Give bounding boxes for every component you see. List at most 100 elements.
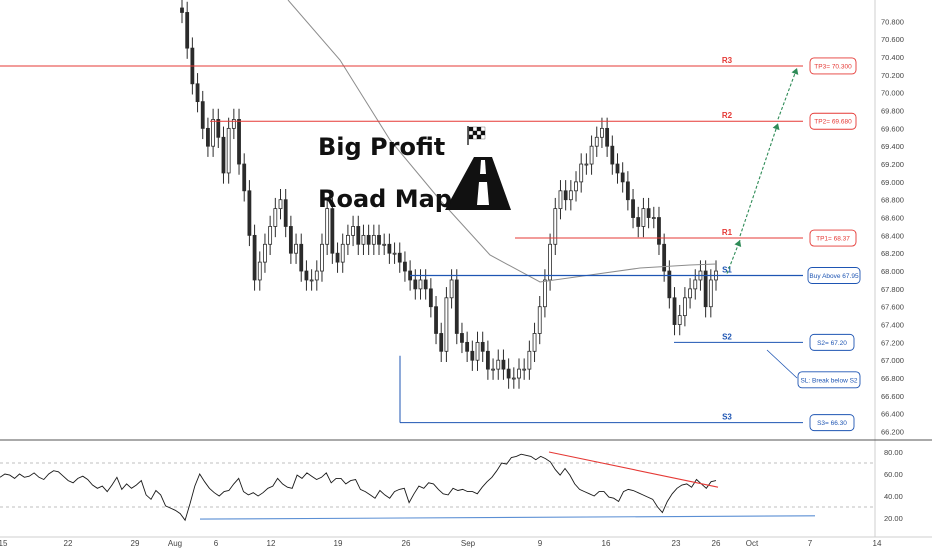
date-tick-label: Sep	[461, 539, 476, 548]
price-tick-label: 68.600	[881, 214, 904, 223]
target-arrow-segment	[726, 239, 741, 274]
target-arrow-head	[734, 240, 742, 247]
candle-body	[377, 234, 381, 245]
flag-square	[472, 130, 478, 136]
candle-body	[662, 243, 667, 272]
candle-body	[677, 315, 682, 325]
candle-body	[485, 350, 490, 370]
candle-body	[460, 333, 464, 343]
price-tick-label: 66.800	[881, 374, 904, 383]
price-tick-label: 70.000	[881, 89, 904, 98]
candle-body	[231, 119, 236, 129]
candle-body	[434, 306, 438, 334]
level-label-s2: S2	[722, 332, 732, 341]
date-tick-label: 7	[808, 539, 813, 548]
candle-body	[517, 368, 521, 379]
candle-body	[615, 163, 620, 174]
candle-body	[480, 341, 485, 352]
candle-body	[646, 208, 651, 218]
price-tick-label: 69.400	[881, 142, 904, 151]
callout-text: SL: Break below S2	[800, 377, 857, 384]
candle-body	[636, 217, 641, 227]
candle-body	[584, 163, 589, 166]
road-shape	[445, 157, 511, 210]
checkered-flag-icon	[467, 126, 486, 145]
rsi-line	[0, 453, 717, 522]
callout-box	[809, 229, 857, 247]
flag-square	[468, 126, 474, 132]
moving-average-line	[287, 0, 717, 283]
candle-body	[211, 119, 216, 147]
callout-text: TP2= 69.680	[814, 119, 852, 126]
candle-body	[600, 127, 604, 138]
candle-body	[392, 252, 397, 255]
candle-body	[496, 359, 501, 370]
target-arrow-head	[791, 67, 799, 75]
candle-body	[532, 333, 537, 352]
candle-body	[361, 234, 366, 245]
candle-body	[527, 350, 532, 370]
candle-body	[294, 243, 298, 254]
candle-body	[200, 101, 205, 129]
candle-body	[579, 163, 584, 183]
rsi-tick-label: 40.00	[884, 492, 903, 501]
rsi-up-trendline	[199, 515, 816, 520]
price-tick-label: 67.400	[881, 321, 904, 330]
rsi-tick-label: 60.00	[884, 470, 903, 479]
candle-body	[537, 306, 542, 334]
candle-body	[465, 341, 470, 352]
candle-body	[356, 226, 361, 245]
candle-body	[335, 252, 340, 263]
road-dash	[480, 160, 486, 174]
callout-box	[809, 333, 855, 351]
candle-body	[631, 199, 635, 218]
date-tick-label: 19	[334, 539, 343, 548]
candle-body	[330, 208, 335, 254]
candle-body	[620, 172, 625, 183]
flag-square	[476, 134, 482, 140]
candle-body	[413, 279, 418, 290]
candle-body	[320, 243, 324, 272]
candle-body	[382, 243, 387, 246]
price-tick-label: 68.200	[881, 249, 904, 258]
candle-body	[304, 270, 309, 281]
candle-body	[703, 270, 708, 308]
candle-body	[299, 243, 304, 272]
flag-square	[476, 130, 482, 136]
price-tick-label: 68.400	[881, 231, 904, 240]
flag-square	[472, 134, 478, 140]
date-tick-label: Oct	[746, 539, 759, 548]
price-tick-label: 67.200	[881, 338, 904, 347]
callout-box	[809, 414, 855, 432]
date-tick-label: 9	[538, 539, 543, 548]
candle-body	[682, 297, 687, 317]
price-tick-label: 69.600	[881, 124, 904, 133]
candle-body	[548, 243, 552, 281]
price-tick-label: 67.800	[881, 285, 904, 294]
price-tick-label: 66.400	[881, 410, 904, 419]
candle-body	[268, 226, 273, 245]
candle-body	[423, 279, 428, 290]
candle-body	[568, 190, 573, 201]
candle-body	[470, 350, 475, 361]
price-tick-label: 69.000	[881, 178, 904, 187]
candle-body	[314, 270, 319, 281]
heading-line1: Big Profit	[318, 133, 446, 161]
candle-body	[283, 199, 288, 227]
price-tick-label: 66.200	[881, 428, 904, 437]
callout-box	[807, 267, 861, 284]
candle-body	[221, 136, 226, 174]
candle-body	[522, 368, 527, 371]
target-arrow-segment	[777, 67, 798, 120]
candle-body	[708, 279, 713, 308]
date-tick-label: 12	[267, 539, 276, 548]
candle-body	[216, 119, 221, 138]
price-tick-label: 66.600	[881, 392, 904, 401]
flag-square	[472, 126, 478, 132]
flag-square	[468, 134, 474, 140]
flag-square	[468, 130, 474, 136]
flag-square	[480, 134, 486, 140]
candle-body	[439, 333, 444, 352]
level-label-s1: S1	[722, 266, 732, 275]
